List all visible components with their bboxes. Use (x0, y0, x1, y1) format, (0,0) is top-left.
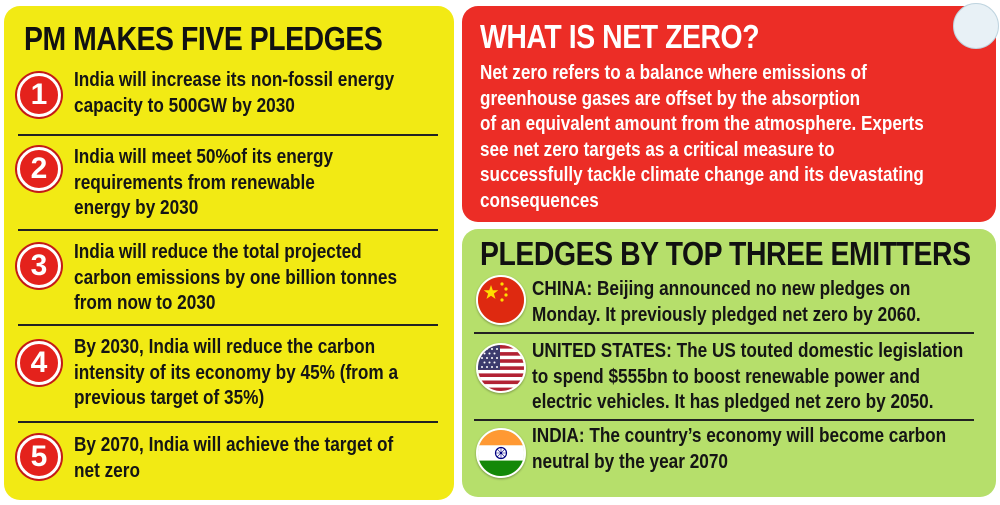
us-flag-icon (476, 343, 526, 393)
pledge-4-line-3: previous target of 35%) (74, 387, 265, 409)
pledge-list: 1 India will increase its non-fossil ene… (4, 64, 454, 493)
china-line-1: CHINA: Beijing announced no new pledges … (532, 278, 911, 300)
number-5-badge: 5 (17, 435, 61, 479)
number-1-badge: 1 (17, 73, 61, 117)
net-zero-title: WHAT IS NET ZERO? (480, 18, 760, 55)
pledge-2-line-2: requirements from renewable (74, 171, 315, 194)
emitters-title: PLEDGES BY TOP THREE EMITTERS (480, 235, 971, 272)
net-zero-line-1: Net zero refers to a balance where emiss… (480, 62, 867, 84)
pledge-1-line-2: capacity to 500GW by 2030 (74, 94, 295, 117)
emitter-text-us: UNITED STATES: The US touted domestic le… (532, 339, 988, 416)
divider (474, 332, 974, 334)
net-zero-line-3: of an equivalent amount from the atmosph… (480, 113, 924, 135)
emitter-text-india: INDIA: The country’s economy will become… (532, 424, 988, 475)
pledge-text-1: India will increase its non-fossil energ… (74, 68, 444, 119)
pledge-5-line-1: By 2070, India will achieve the target o… (74, 434, 394, 456)
pledge-text-5: By 2070, India will achieve the target o… (74, 433, 444, 484)
number-3-badge: 3 (17, 244, 61, 288)
pledge-item-4: 4 By 2030, India will reduce the carbon … (4, 326, 454, 423)
india-line-1: INDIA: The country’s economy will become… (532, 425, 947, 447)
pledge-1-line-1: India will increase its non-fossil energ… (74, 69, 395, 91)
net-zero-body: Net zero refers to a balance where emiss… (480, 61, 976, 214)
divider (474, 419, 974, 421)
pledge-5-line-2: net zero (74, 459, 140, 482)
us-line-2: to spend $555bn to boost renewable power… (532, 365, 921, 388)
emitter-item-us: UNITED STATES: The US touted domestic le… (462, 334, 996, 421)
pledge-2-line-1: India will meet 50%of its energy (74, 146, 334, 168)
net-zero-line-5: successfully tackle climate change and i… (480, 164, 924, 186)
divider (18, 134, 438, 136)
net-zero-line-6: consequences (480, 189, 599, 212)
number-2-badge: 2 (17, 147, 61, 191)
pledge-2-line-3: energy by 2030 (74, 197, 199, 219)
pledges-panel: PM MAKES FIVE PLEDGES 1 India will incre… (4, 6, 454, 500)
net-zero-panel: WHAT IS NET ZERO? Net zero refers to a b… (462, 6, 996, 222)
china-line-2: Monday. It previously pledged net zero b… (532, 303, 921, 326)
us-line-3: electric vehicles. It has pledged net ze… (532, 391, 934, 413)
pledge-4-line-2: intensity of its economy by 45% (from a (74, 361, 399, 384)
pledge-text-2: India will meet 50%of its energy require… (74, 145, 444, 222)
pledge-3-line-3: from now to 2030 (74, 292, 216, 314)
pledge-item-2: 2 India will meet 50%of its energy requi… (4, 136, 454, 231)
pledge-item-3: 3 India will reduce the total projected … (4, 231, 454, 326)
india-line-2: neutral by the year 2070 (532, 450, 728, 473)
pledge-item-1: 1 India will increase its non-fossil ene… (4, 64, 454, 136)
pledge-text-3: India will reduce the total projected ca… (74, 240, 444, 317)
pledge-text-4: By 2030, India will reduce the carbon in… (74, 335, 444, 412)
pledge-item-5: 5 By 2070, India will achieve the target… (4, 423, 454, 493)
pledge-3-line-2: carbon emissions by one billion tonnes (74, 266, 398, 289)
divider (18, 229, 438, 231)
india-flag-icon (476, 428, 526, 478)
emitter-text-china: CHINA: Beijing announced no new pledges … (532, 277, 988, 328)
emitters-panel: PLEDGES BY TOP THREE EMITTERS CHINA: Bei… (462, 229, 996, 497)
china-flag-icon (476, 275, 526, 325)
net-zero-line-4: see net zero targets as a critical measu… (480, 138, 835, 161)
divider (18, 421, 438, 423)
net-zero-line-2: greenhouse gases are offset by the absor… (480, 87, 861, 110)
emitter-item-china: CHINA: Beijing announced no new pledges … (462, 273, 996, 334)
pledges-title: PM MAKES FIVE PLEDGES (24, 20, 383, 57)
pledge-4-line-1: By 2030, India will reduce the carbon (74, 336, 376, 358)
corner-circle-decoration (953, 3, 999, 49)
us-line-1: UNITED STATES: The US touted domestic le… (532, 340, 964, 362)
emitter-item-india: INDIA: The country’s economy will become… (462, 421, 996, 491)
number-4-badge: 4 (17, 341, 61, 385)
pledge-3-line-1: India will reduce the total projected (74, 241, 362, 263)
divider (18, 324, 438, 326)
